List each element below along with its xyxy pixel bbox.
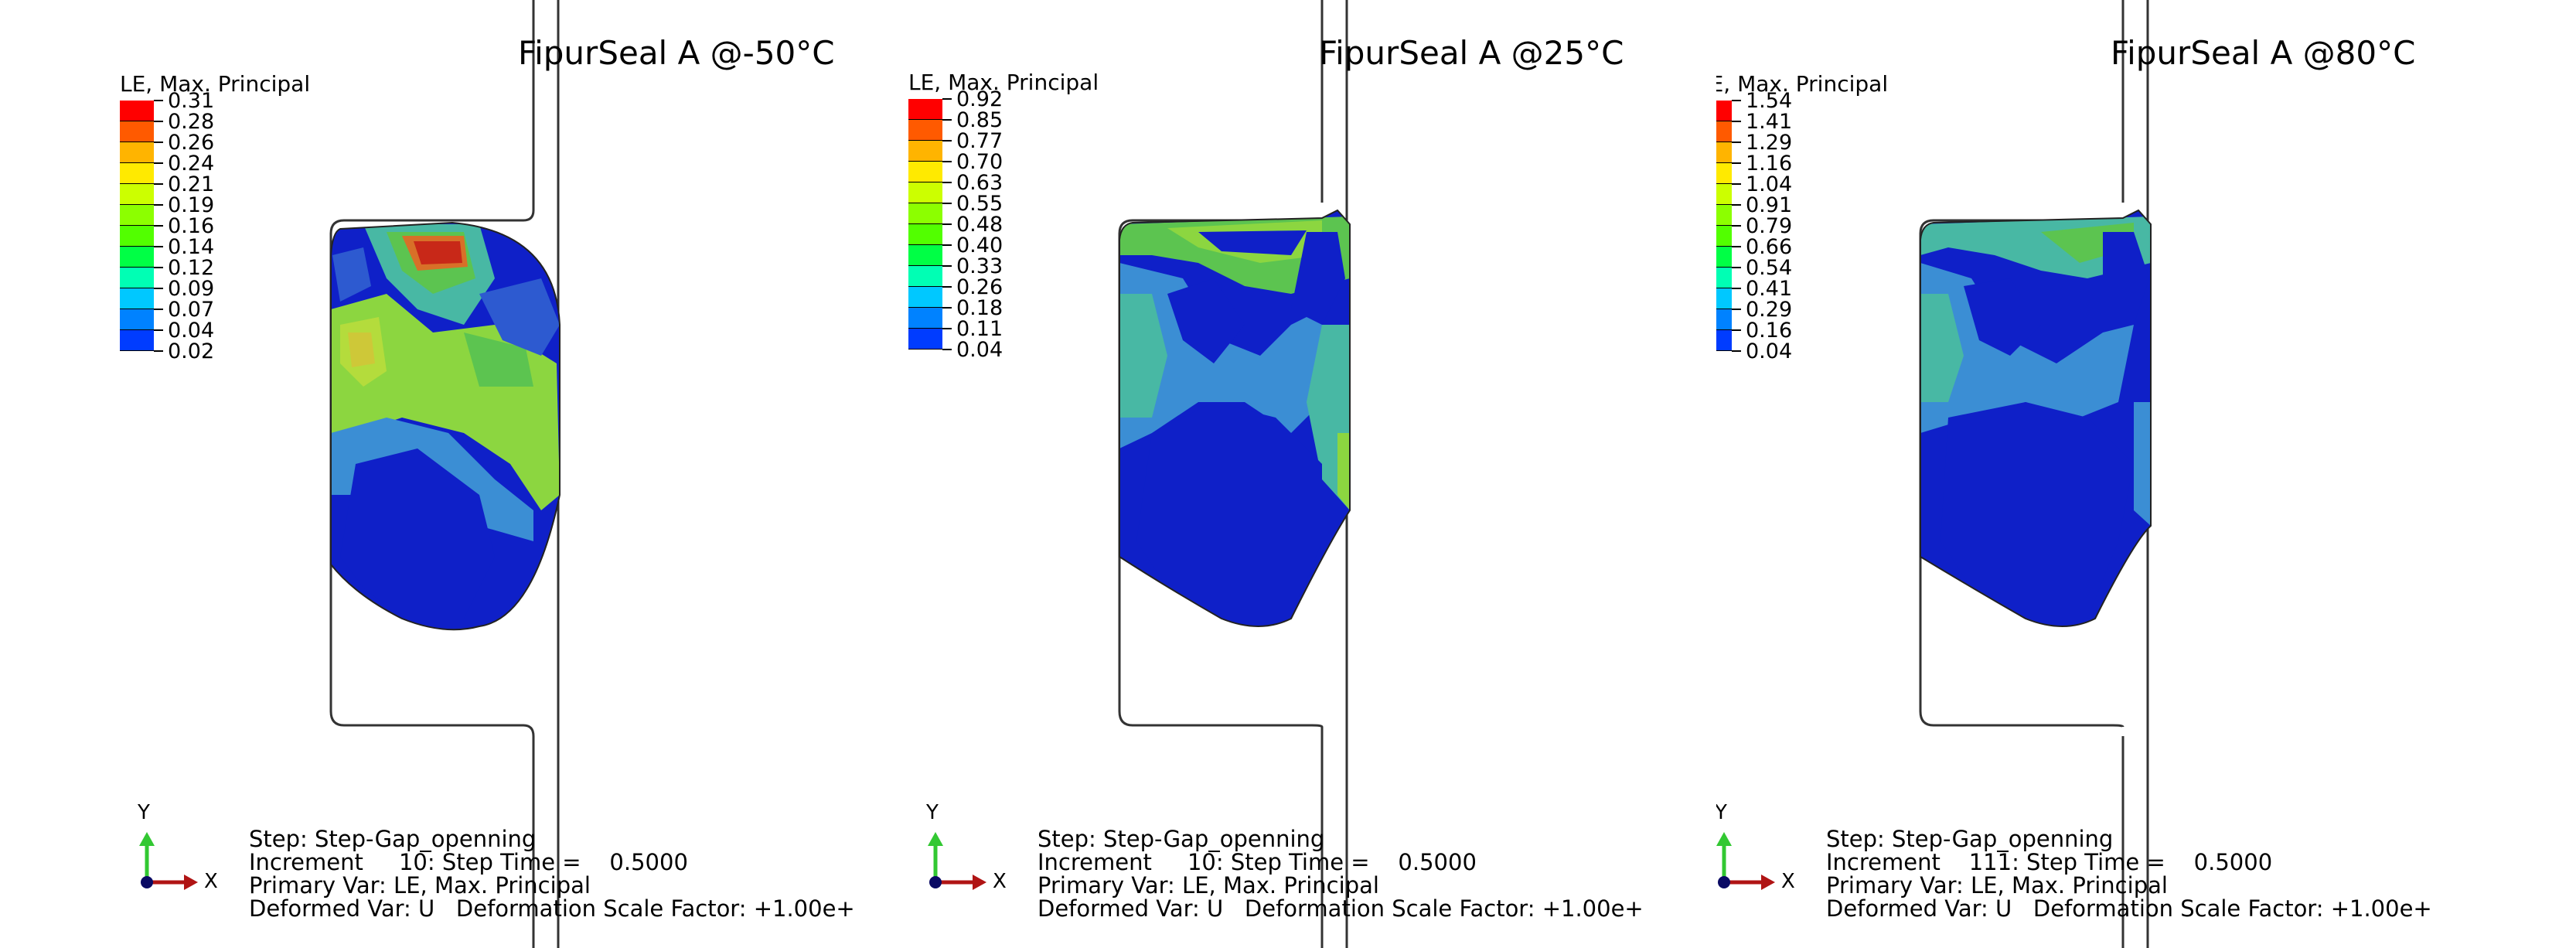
legend-value: 0.40 — [956, 234, 1003, 257]
legend-swatch-1 — [120, 121, 154, 142]
plot-title: FipurSeal A @80°C — [2111, 34, 2416, 72]
deformed-var-text: Deformed Var: U Deformation Scale Factor… — [1826, 895, 2432, 922]
step-info: Step: Step-Gap_openning Increment 10: Ste… — [249, 827, 855, 920]
legend-swatch-6 — [120, 226, 154, 247]
legend-value: 0.33 — [956, 254, 1003, 278]
legend-value: 0.04 — [168, 319, 215, 343]
legend-value: 0.16 — [168, 214, 215, 238]
seal-contour-plot — [329, 0, 561, 948]
primary-var-text: Primary Var: LE, Max. Principal — [1038, 872, 1379, 899]
plot-title: FipurSeal A @25°C — [1319, 34, 1624, 72]
legend-title: LE, Max. Principal — [908, 70, 1099, 95]
seal-contour-plot — [1118, 0, 1351, 948]
legend-value: 0.12 — [168, 256, 215, 280]
primary-var-text: Primary Var: LE, Max. Principal — [1826, 872, 2168, 899]
legend-value: 0.11 — [956, 317, 1003, 341]
legend-value: 0.19 — [168, 193, 215, 217]
axis-y-label: Y — [926, 801, 939, 824]
legend-value: 0.92 — [956, 87, 1003, 111]
legend-swatch-8 — [120, 268, 154, 288]
legend-value: 1.04 — [1746, 172, 1793, 196]
legend-value: 0.55 — [956, 192, 1003, 216]
step-text: Step: Step-Gap_openning — [1826, 826, 2114, 852]
legend-value: 0.09 — [168, 277, 215, 301]
legend-value: 0.77 — [956, 129, 1003, 153]
legend-value: 0.04 — [956, 338, 1003, 362]
legend-value: 0.63 — [956, 171, 1003, 195]
legend-swatch-5 — [120, 205, 154, 226]
increment-text: Increment 111: Step Time = 0.5000 — [1826, 849, 2273, 875]
axis-x-label: X — [204, 870, 218, 893]
legend-value: 0.26 — [956, 275, 1003, 299]
legend-value: 1.29 — [1746, 131, 1793, 155]
legend-swatch-9 — [120, 288, 154, 309]
legend-value: 0.85 — [956, 108, 1003, 132]
plot-title: FipurSeal A @-50°C — [518, 34, 835, 72]
legend-value: 0.48 — [956, 213, 1003, 237]
legend-swatch-3 — [120, 163, 154, 184]
legend-value: 0.66 — [1746, 235, 1793, 259]
panel-80c: FipurSeal A @80°C LE, Max. Principal 1.5… — [1716, 0, 2574, 948]
legend-value: 0.18 — [956, 296, 1003, 320]
groove-outline — [1919, 0, 2125, 948]
legend-value: 0.16 — [1746, 319, 1793, 343]
legend-swatch-0 — [120, 101, 154, 121]
seal-contour-plot — [1919, 0, 2152, 948]
primary-var-text: Primary Var: LE, Max. Principal — [249, 872, 591, 899]
legend-value: 0.29 — [1746, 298, 1793, 322]
panel-25c: FipurSeal A @25°C LE, Max. Principal 0.9… — [858, 0, 1716, 948]
legend-swatch-10 — [120, 309, 154, 330]
panel-minus-50c: FipurSeal A @-50°C LE, Max. Principal 0.… — [0, 0, 858, 948]
legend-title: LE, Max. Principal — [1716, 71, 1889, 97]
legend-value: 0.54 — [1746, 256, 1793, 280]
deformed-var-text: Deformed Var: U Deformation Scale Factor… — [1038, 895, 1644, 922]
legend-value: 1.16 — [1746, 152, 1793, 176]
legend-value: 0.79 — [1746, 214, 1793, 238]
axis-y-label: Y — [138, 801, 150, 824]
groove-outline — [1118, 0, 1324, 948]
legend-value: 0.07 — [168, 298, 215, 322]
legend-value: 0.26 — [168, 131, 215, 155]
legend-value: 0.24 — [168, 152, 215, 176]
increment-text: Increment 10: Step Time = 0.5000 — [249, 849, 688, 875]
increment-text: Increment 10: Step Time = 0.5000 — [1038, 849, 1477, 875]
step-info: Step: Step-Gap_openning Increment 111: St… — [1826, 827, 2432, 920]
legend-value: 0.41 — [1746, 277, 1793, 301]
axis-x-label: X — [1781, 870, 1795, 893]
legend-value: 1.54 — [1746, 89, 1793, 113]
legend-swatch-4 — [120, 184, 154, 205]
legend-value: 0.21 — [168, 172, 215, 196]
strain-field — [1920, 210, 2151, 626]
strain-field — [331, 224, 560, 630]
step-info: Step: Step-Gap_openning Increment 10: Ste… — [1038, 827, 1644, 920]
axis-y-label: Y — [1716, 801, 1727, 824]
legend-title: LE, Max. Principal — [120, 71, 311, 97]
step-text: Step: Step-Gap_openning — [1038, 826, 1325, 852]
step-text: Step: Step-Gap_openning — [249, 826, 537, 852]
legend-value: 0.02 — [168, 339, 215, 363]
legend-value: 0.28 — [168, 110, 215, 134]
legend-value: 0.04 — [1746, 339, 1793, 363]
legend-value: 1.41 — [1746, 110, 1793, 134]
legend-value: 0.14 — [168, 235, 215, 259]
deformed-var-text: Deformed Var: U Deformation Scale Factor… — [249, 895, 855, 922]
strain-field — [1119, 210, 1350, 626]
axis-x-label: X — [993, 870, 1007, 893]
legend-value: 0.91 — [1746, 193, 1793, 217]
legend-swatch-7 — [120, 247, 154, 268]
legend-value: 0.70 — [956, 150, 1003, 174]
legend-swatch-2 — [120, 142, 154, 163]
legend-value: 0.31 — [168, 89, 215, 113]
legend-swatch-11 — [120, 330, 154, 351]
